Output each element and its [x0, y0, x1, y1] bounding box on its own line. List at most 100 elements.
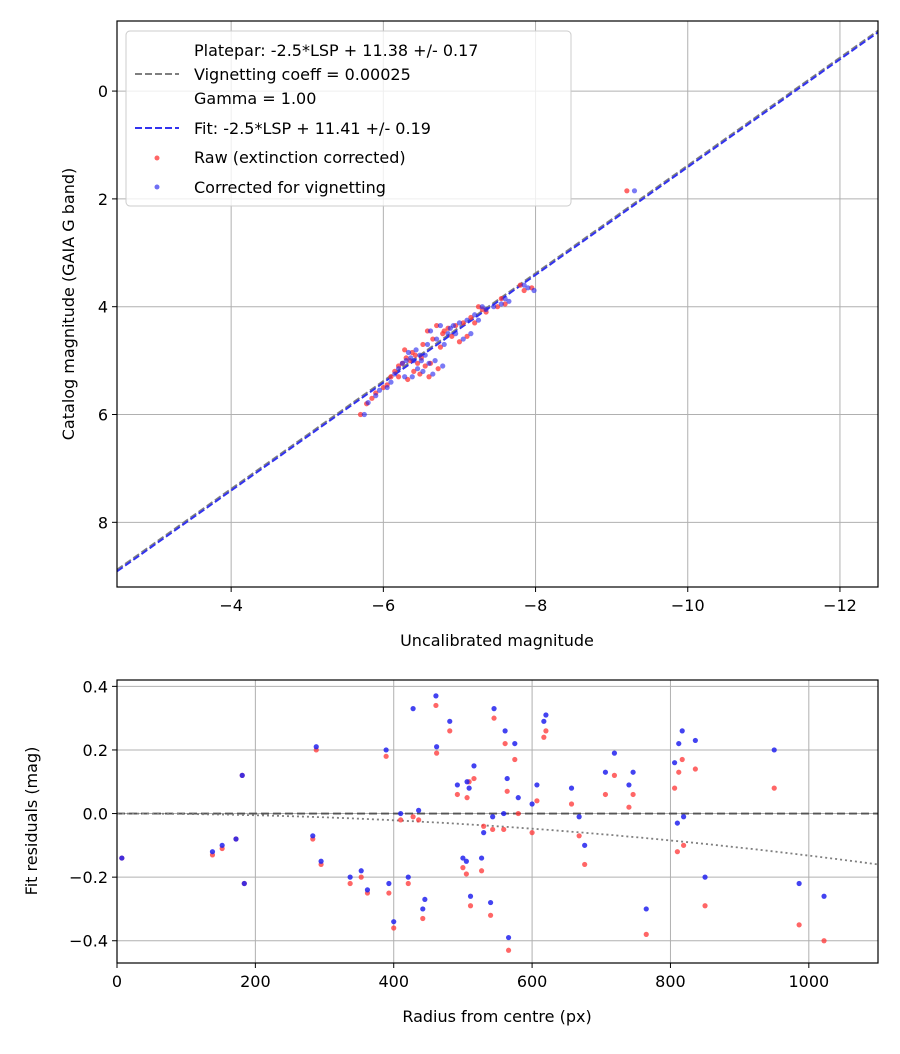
residuals-corrected-point: [512, 740, 518, 747]
residuals-raw-point: [674, 849, 680, 855]
residuals-corrected-point: [679, 728, 685, 734]
calibration-corrected-point: [475, 317, 482, 323]
residuals-raw-point: [529, 830, 535, 836]
residuals-corrected-point: [481, 830, 487, 836]
calibration-raw-point: [460, 320, 466, 326]
calibration-corrected-point: [424, 341, 431, 348]
calibration-corrected-point: [432, 358, 438, 364]
residuals-ytick-label: −0.4: [69, 932, 108, 951]
calibration-corrected-point: [417, 352, 423, 358]
residuals-raw-point: [702, 903, 708, 909]
residuals-raw-point: [420, 915, 426, 922]
calibration-corrected-point: [472, 312, 478, 318]
residuals-corrected-point: [233, 836, 239, 842]
residuals-raw-point: [416, 817, 422, 823]
calibration-raw-point: [420, 341, 426, 348]
residuals-corrected-point: [447, 718, 453, 724]
residuals-ytick-label: 0.2: [83, 741, 108, 760]
residuals-corrected-point: [674, 820, 680, 826]
legend-raw-label: Raw (extinction corrected): [194, 148, 406, 167]
calibration-points: [357, 188, 638, 418]
residuals-plot: 0 200 400 600 800 1000 0.4 0.2 0.0 −0.2 −0.4 Radiu…: [22, 677, 879, 1026]
calibration-corrected-point: [468, 331, 474, 337]
residuals-corrected-point: [680, 814, 687, 820]
residuals-corrected-point: [515, 795, 521, 801]
calibration-xtick-label: −8: [524, 596, 548, 615]
residuals-raw-point: [487, 912, 494, 918]
residuals-raw-point: [643, 931, 649, 937]
residuals-raw-point: [405, 880, 411, 887]
residuals-corrected-point: [454, 782, 460, 788]
residuals-corrected-point: [796, 880, 802, 887]
residuals-ylabel: Fit residuals (mag): [22, 747, 41, 896]
residuals-raw-point: [447, 728, 453, 734]
calibration-corrected-point: [420, 368, 426, 374]
residuals-corrected-point: [364, 887, 371, 893]
residuals-corrected-point: [467, 893, 474, 899]
residuals-corrected-point: [504, 775, 510, 782]
calibration-raw-point: [498, 296, 504, 302]
residuals-xtick-label: 200: [240, 972, 271, 991]
residuals-vignetting-curve: [117, 812, 878, 866]
residuals-raw-point: [358, 874, 364, 880]
calibration-raw-point: [435, 366, 441, 372]
residuals-raw-point: [504, 788, 510, 794]
residuals-corrected-point: [771, 747, 777, 753]
calibration-raw-point: [369, 395, 375, 401]
residuals-raw-point: [543, 728, 549, 734]
residuals-corrected-point: [347, 874, 353, 880]
residuals-corrected-point: [626, 782, 632, 788]
residuals-raw-point: [391, 925, 397, 931]
residuals-corrected-point: [460, 855, 466, 861]
calibration-corrected-point: [498, 301, 504, 307]
calibration-raw-point: [437, 344, 444, 350]
residuals-raw-point: [568, 801, 575, 807]
calibration-raw-point: [414, 360, 421, 366]
residuals-ytick-label: 0.4: [83, 677, 108, 696]
calibration-corrected-point: [418, 358, 424, 364]
residuals-raw-point: [502, 740, 508, 747]
calibration-corrected-point: [453, 331, 459, 337]
calibration-corrected-point: [388, 379, 394, 385]
residuals-corrected-point: [541, 718, 547, 724]
residuals-corrected-point: [209, 849, 216, 855]
calibration-raw-point: [441, 328, 447, 334]
residuals-raw-point: [383, 753, 389, 759]
residuals-corrected-point: [433, 693, 439, 699]
residuals-raw-point: [481, 823, 487, 829]
calibration-corrected-point: [365, 400, 371, 406]
legend-raw-marker: [154, 155, 160, 161]
residuals-xtick-label: 1000: [788, 972, 829, 991]
calibration-ticks: −4 −6 −8 −10 −12 0 2 4 6 8: [98, 82, 857, 615]
residuals-corrected-point: [391, 919, 397, 925]
calibration-ytick-label: 2: [98, 190, 108, 209]
residuals-corrected-point: [358, 868, 364, 874]
residuals-raw-point: [505, 947, 512, 953]
calibration-corrected-point: [506, 298, 512, 304]
calibration-corrected-point: [631, 188, 638, 194]
residuals-raw-point: [692, 766, 698, 772]
calibration-raw-point: [422, 363, 428, 369]
calibration-corrected-point: [361, 411, 367, 418]
residuals-corrected-point: [119, 855, 125, 861]
calibration-raw-point: [411, 368, 417, 374]
calibration-platepar-line: [117, 29, 878, 571]
residuals-raw-point: [796, 922, 802, 928]
residuals-raw-point: [490, 826, 496, 833]
calibration-plot-area: [117, 29, 878, 573]
residuals-raw-point: [679, 756, 685, 763]
residuals-corrected-point: [676, 740, 682, 747]
legend-corrected-marker: [154, 184, 160, 190]
calibration-corrected-point: [395, 366, 402, 372]
residuals-lines: [117, 812, 878, 866]
residuals-corrected-point: [471, 763, 477, 769]
residuals-corrected-point: [505, 934, 512, 941]
residuals-raw-point: [460, 865, 466, 871]
residuals-corrected-point: [313, 744, 319, 750]
calibration-fit-line: [117, 31, 878, 573]
residuals-corrected-point: [239, 772, 245, 778]
calibration-xtick-label: −12: [823, 596, 857, 615]
residuals-raw-point: [463, 871, 469, 877]
residuals-corrected-point: [502, 728, 508, 734]
